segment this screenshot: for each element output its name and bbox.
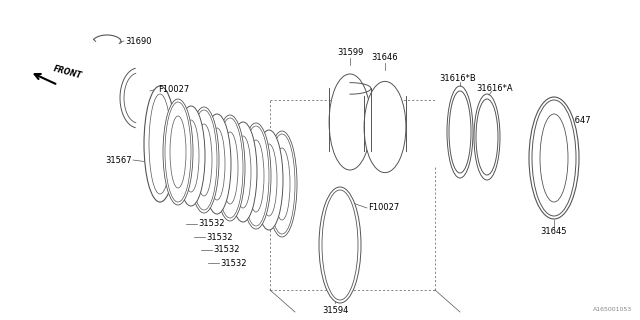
Ellipse shape [449,91,471,173]
Text: 31690: 31690 [125,36,152,45]
Text: FRONT: FRONT [52,64,83,80]
Ellipse shape [149,94,171,194]
Ellipse shape [540,114,568,202]
Ellipse shape [319,187,361,303]
Text: 31532: 31532 [213,245,239,254]
Text: 31536*A: 31536*A [248,167,285,177]
Ellipse shape [248,140,264,212]
Ellipse shape [474,94,500,180]
Ellipse shape [267,131,297,237]
FancyBboxPatch shape [541,116,551,124]
Text: 31599: 31599 [337,47,363,57]
Ellipse shape [274,148,290,220]
Text: 31532: 31532 [220,259,246,268]
Text: A165001053: A165001053 [593,307,632,312]
Text: 31532: 31532 [206,233,232,242]
Ellipse shape [269,134,295,234]
Text: 31594: 31594 [322,306,348,315]
Ellipse shape [191,110,217,210]
Ellipse shape [183,120,199,192]
Ellipse shape [447,86,473,178]
Ellipse shape [364,81,406,172]
Ellipse shape [532,100,576,216]
Ellipse shape [165,102,191,202]
Ellipse shape [217,118,243,218]
Ellipse shape [144,86,176,202]
Ellipse shape [177,106,205,206]
Text: F10027: F10027 [158,84,189,93]
Ellipse shape [261,144,277,216]
Text: 31536*B: 31536*B [237,154,274,163]
Ellipse shape [529,97,579,219]
Text: 31567: 31567 [106,156,132,164]
Ellipse shape [235,136,251,208]
Ellipse shape [170,116,186,188]
Text: F10027: F10027 [368,204,399,212]
Ellipse shape [229,122,257,222]
Ellipse shape [163,99,193,205]
Ellipse shape [222,132,238,204]
Ellipse shape [203,114,231,214]
Text: 31616*B: 31616*B [440,74,476,83]
Ellipse shape [329,74,371,170]
Ellipse shape [255,130,283,230]
Ellipse shape [196,124,212,196]
Text: 31647: 31647 [564,116,591,124]
Ellipse shape [189,107,219,213]
Text: 31645: 31645 [541,228,567,236]
Text: 31532: 31532 [198,220,225,228]
Ellipse shape [209,128,225,200]
Ellipse shape [476,99,498,175]
Text: 31616*A: 31616*A [477,84,513,92]
Ellipse shape [241,123,271,229]
Ellipse shape [215,115,245,221]
Ellipse shape [322,190,358,300]
Text: 31536*B: 31536*B [228,141,265,150]
Ellipse shape [243,126,269,226]
Text: 31646: 31646 [372,52,398,61]
